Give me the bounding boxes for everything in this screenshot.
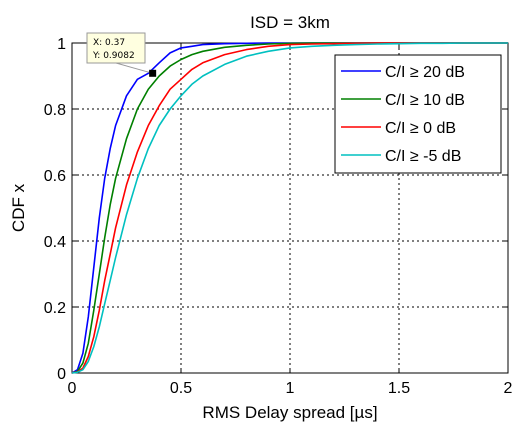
data-tip-box — [86, 32, 146, 64]
legend-label-4: C/I ≥ -5 dB — [385, 148, 461, 165]
legend-label-1: C/I ≥ 20 dB — [385, 64, 465, 81]
series-line-4 — [71, 42, 508, 374]
legend-box — [334, 54, 502, 174]
data-tip-marker[interactable] — [149, 69, 157, 77]
data-tip-pointer — [115, 62, 153, 74]
x-tick-label: 1 — [286, 380, 295, 397]
chart-title: ISD = 3km — [250, 13, 330, 32]
legend-label-3: C/I ≥ 0 dB — [385, 120, 456, 137]
axis-ticks: 0 0.5 1 1.5 2 0 0.2 0.4 0.6 0.8 1 — [44, 36, 512, 397]
y-tick-label: 0.2 — [44, 300, 66, 317]
y-axis-label: CDF x — [9, 183, 28, 232]
y-tick-label: 1 — [57, 36, 66, 53]
x-tick-label: 0 — [68, 380, 77, 397]
x-tick-label: 1.5 — [388, 380, 410, 397]
data-tip-y-text: Y: 0.9082 — [92, 51, 135, 61]
y-tick-label: 0.8 — [44, 102, 66, 119]
data-tip-x-text: X: 0.37 — [93, 38, 125, 48]
y-tick-label: 0.4 — [44, 234, 66, 251]
x-tick-label: 0.5 — [170, 380, 192, 397]
y-tick-label: 0.6 — [44, 168, 66, 185]
legend: C/I ≥ 20 dB C/I ≥ 10 dB C/I ≥ 0 dB C/I ≥ -5… — [334, 54, 502, 174]
legend-label-2: C/I ≥ 10 dB — [385, 92, 465, 109]
x-tick-label: 2 — [504, 380, 512, 397]
series-lines — [71, 42, 508, 374]
y-tick-label: 0 — [57, 366, 66, 383]
data-tip[interactable]: X: 0.37 Y: 0.9082 — [86, 32, 157, 77]
x-axis-label: RMS Delay spread [µs] — [202, 403, 377, 422]
